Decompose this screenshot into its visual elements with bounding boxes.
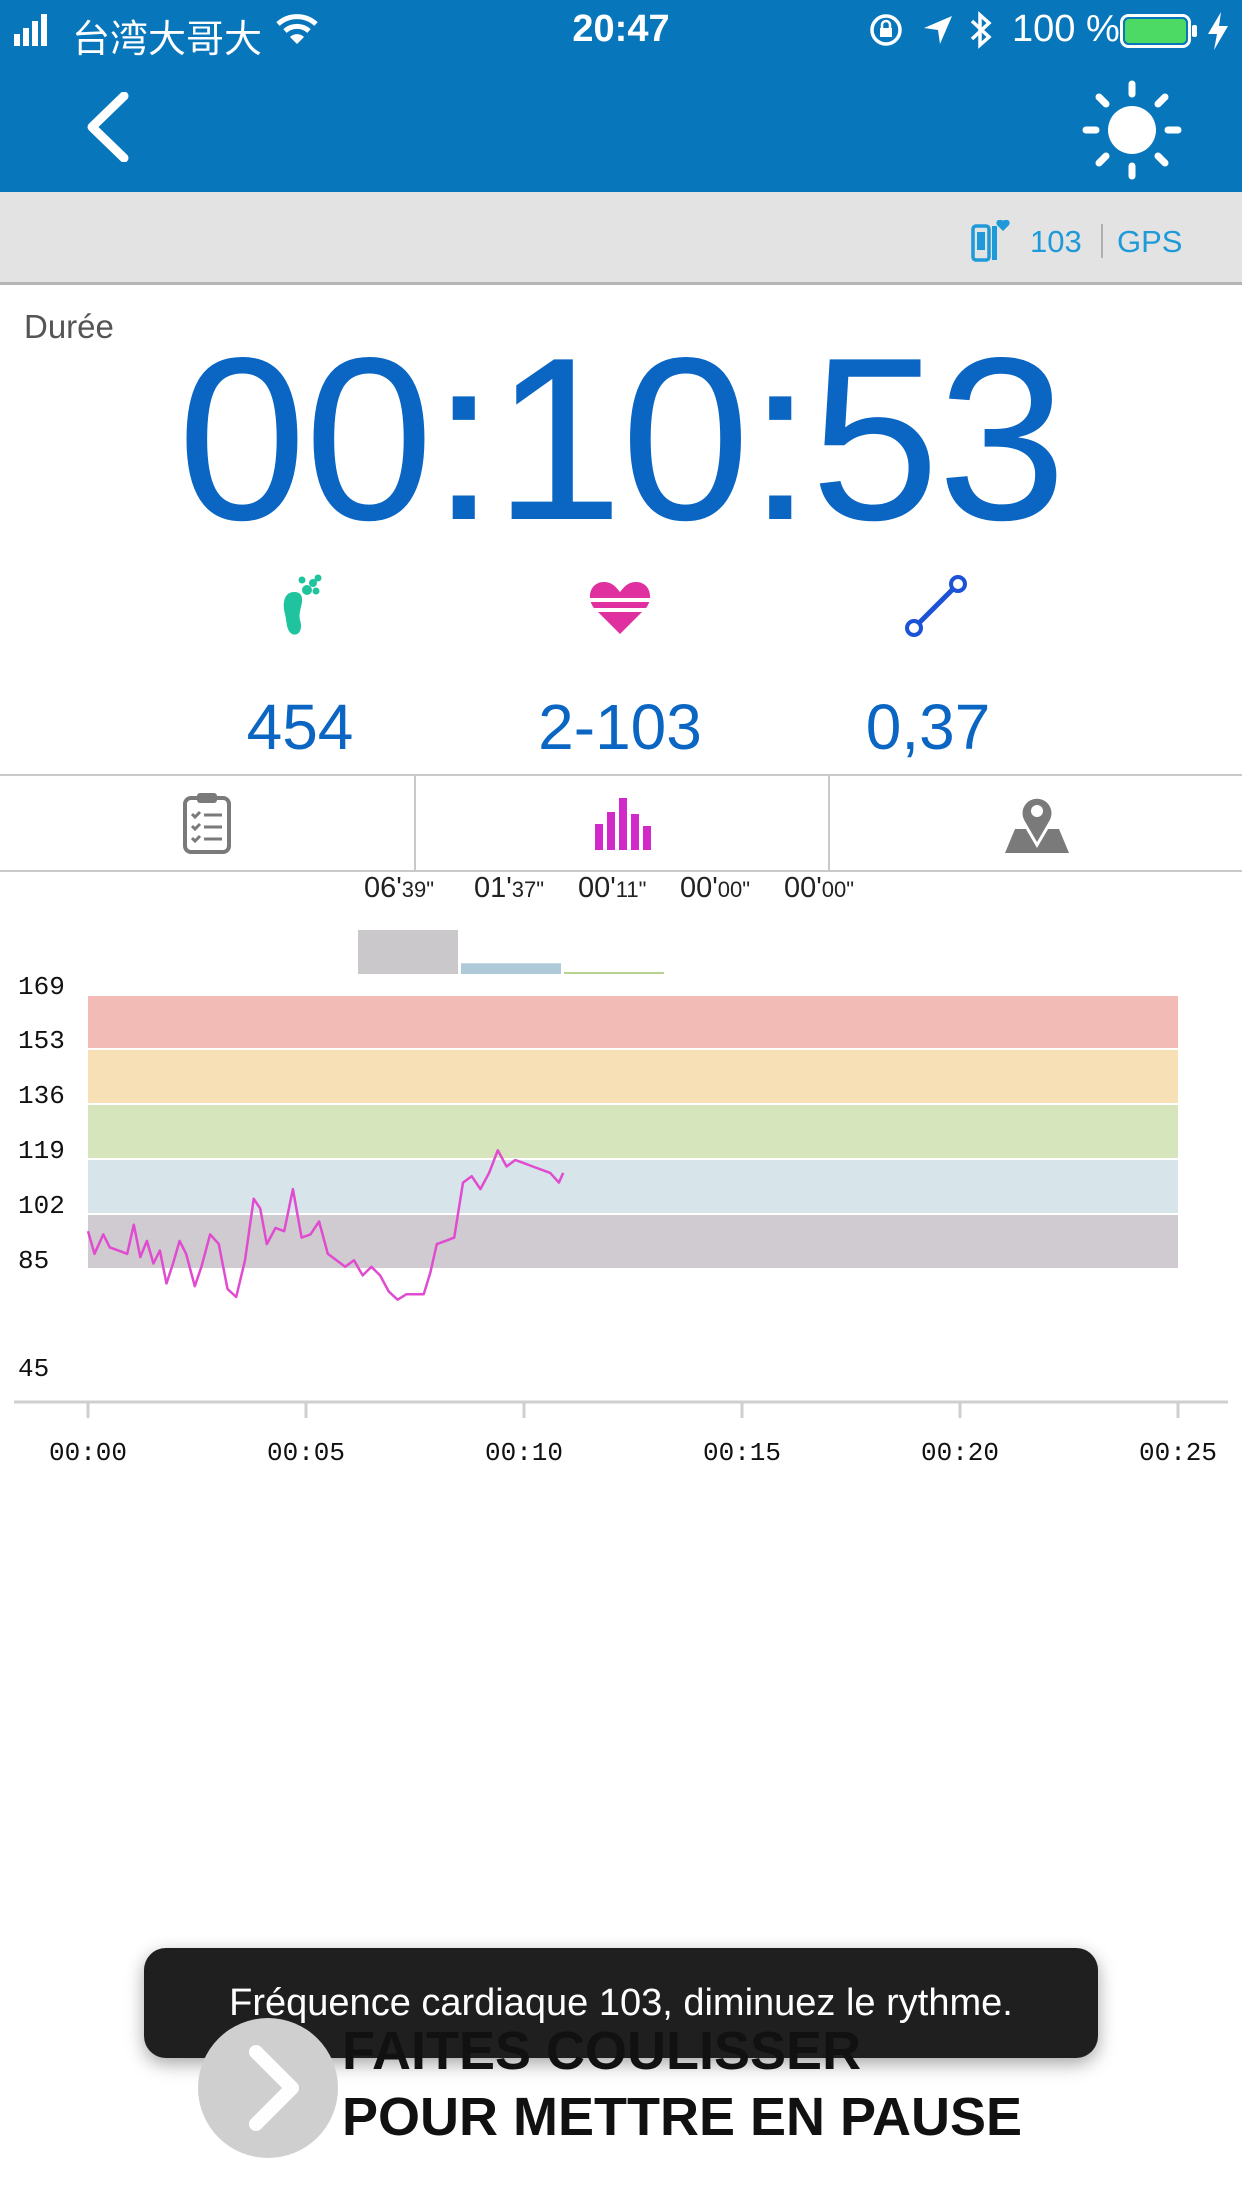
x-tick-label: 00:15: [703, 1438, 781, 1468]
gps-label: GPS: [1117, 224, 1183, 259]
back-icon[interactable]: [84, 92, 134, 162]
x-tick-label: 00:20: [921, 1438, 999, 1468]
steps-value: 454: [246, 691, 354, 763]
hr-zone-band: [88, 996, 1178, 1048]
slide-line-2: POUR METTRE EN PAUSE: [342, 2087, 1023, 2147]
charging-icon: [1208, 12, 1228, 50]
zone-time: 00'00": [784, 872, 855, 904]
duration-timer: 00:10:53: [177, 310, 1066, 569]
map-pin-icon: [1005, 795, 1069, 853]
nav-bar: [0, 62, 1242, 192]
heart-rate-toast: Fréquence cardiaque 103, diminuez le ryt…: [144, 1948, 1098, 2058]
heart-icon: [588, 582, 652, 634]
zone-time: 01'37": [474, 872, 545, 904]
status-bar: 台湾大哥大 20:47 100 %: [0, 0, 1242, 62]
footprint-icon: [283, 574, 322, 635]
carrier-name: 台湾大哥大: [72, 19, 263, 61]
x-tick-label: 00:25: [1139, 1438, 1217, 1468]
zone-time: 00'00": [680, 872, 751, 904]
tab-map[interactable]: [830, 776, 1242, 870]
y-tick-label: 45: [18, 1354, 49, 1384]
wifi-icon: [276, 14, 318, 44]
y-tick-label: 102: [18, 1191, 65, 1221]
hr-zone-band: [88, 1160, 1178, 1213]
duration-label: Durée: [24, 308, 114, 345]
toast-text: Fréquence cardiaque 103, diminuez le ryt…: [229, 1981, 1013, 2024]
status-time: 20:47: [572, 8, 670, 50]
view-tabs: [0, 774, 1242, 872]
slide-to-pause-label: FAITES COULISSER POUR METTRE EN PAUSE: [342, 2018, 1022, 2150]
tab-summary[interactable]: [0, 776, 414, 870]
y-tick-label: 85: [18, 1246, 49, 1276]
clipboard-icon: [183, 793, 231, 854]
zone-time-bar: [358, 930, 458, 974]
zone-time: 06'39": [364, 872, 435, 904]
slide-line-1: FAITES COULISSER: [342, 2021, 862, 2081]
heart-rate-line: [86, 1149, 565, 1301]
chevron-right-icon: [249, 2045, 299, 2131]
heart-rate-chart: 169 153 136 119 102 85 45 00:00 00:05 00:10 00:15 0…: [14, 930, 1228, 1468]
distance-value: 0,37: [865, 691, 991, 763]
slide-to-pause-handle[interactable]: [198, 2018, 338, 2158]
hr-zone-band: [88, 1105, 1178, 1158]
sensor-divider: [1101, 224, 1103, 258]
tab-divider: [414, 776, 416, 870]
x-tick-label: 00:00: [49, 1438, 127, 1468]
signal-icon: [14, 14, 47, 46]
zone-time-bar: [461, 963, 561, 974]
location-icon: [924, 16, 952, 44]
hr-zone-band: [88, 1050, 1178, 1103]
zone-time-bar: [564, 972, 664, 974]
sun-icon[interactable]: [1082, 80, 1182, 180]
heart-rate-sensor-icon: [971, 220, 1010, 262]
distance-icon: [905, 575, 967, 637]
hr-zone-band: [88, 1215, 1178, 1268]
bar-chart-icon: [595, 798, 651, 850]
heart-rate-value: 103: [1030, 224, 1082, 259]
rotation-lock-icon: [870, 14, 902, 46]
bluetooth-icon: [970, 11, 992, 49]
battery-icon: [1120, 14, 1197, 48]
x-tick-label: 00:10: [485, 1438, 563, 1468]
battery-percent: 100 %: [1012, 8, 1120, 50]
tab-divider: [828, 776, 830, 870]
tab-chart[interactable]: [416, 776, 830, 870]
zone-time: 00'11": [578, 872, 647, 904]
sensor-bar: 103 GPS: [0, 192, 1242, 285]
x-tick-label: 00:05: [267, 1438, 345, 1468]
y-tick-label: 119: [18, 1136, 65, 1166]
heart-rate-zone-value: 2-103: [538, 691, 702, 763]
y-tick-label: 153: [18, 1026, 65, 1056]
y-tick-label: 136: [18, 1081, 65, 1111]
y-tick-label: 169: [18, 972, 65, 1002]
